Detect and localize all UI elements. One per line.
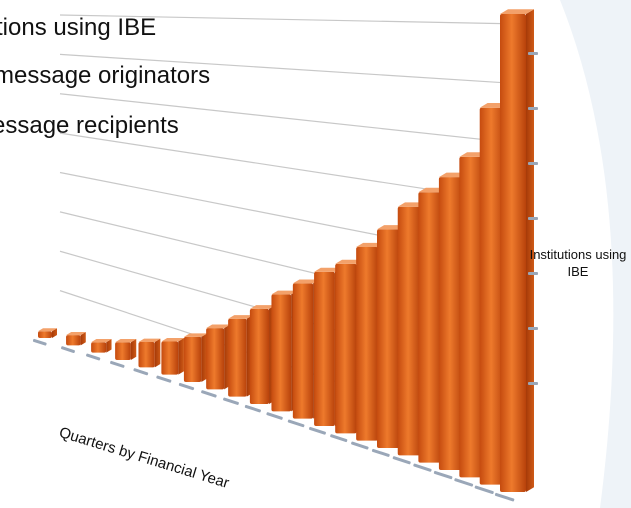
bar xyxy=(500,9,534,492)
gridline xyxy=(59,14,521,25)
bar xyxy=(206,324,231,390)
bar-front xyxy=(115,342,131,360)
x-tick-mark xyxy=(156,375,172,383)
bar xyxy=(161,338,184,375)
gridline xyxy=(59,93,521,145)
x-tick-mark xyxy=(351,441,369,450)
x-tick-mark xyxy=(474,485,494,495)
bar-front xyxy=(314,271,335,426)
bullet-recipients: essage recipients xyxy=(0,112,179,139)
y-tick-mark xyxy=(528,107,538,110)
bar-top xyxy=(292,279,320,284)
bar-top xyxy=(249,305,276,309)
bar-top xyxy=(271,290,298,295)
x-tick-mark xyxy=(133,368,149,376)
bar-top xyxy=(138,338,161,342)
bar-top xyxy=(91,339,112,343)
bullet-originators: message originators xyxy=(0,62,211,89)
bar-front xyxy=(138,341,155,368)
x-tick-mark xyxy=(494,492,515,502)
bar-front xyxy=(66,335,81,346)
bar-front xyxy=(377,229,400,448)
x-tick-mark xyxy=(32,338,47,346)
y-tick-mark xyxy=(528,217,538,220)
bar xyxy=(228,315,253,397)
bar-side xyxy=(80,331,86,346)
bar xyxy=(183,333,208,382)
bullet-institutions: tions using IBE xyxy=(0,14,157,41)
x-tick-mark xyxy=(178,382,195,391)
bar xyxy=(66,331,86,346)
bar xyxy=(115,338,137,360)
y-axis-label: Institutions using IBE xyxy=(529,247,627,279)
bar-front xyxy=(292,283,314,419)
bars xyxy=(38,9,534,492)
bar-front xyxy=(500,14,526,492)
x-tick-mark xyxy=(392,456,411,465)
bar-top xyxy=(183,333,208,337)
x-tick-mark xyxy=(454,478,474,487)
bar-top xyxy=(228,315,253,319)
y-tick-mark xyxy=(528,382,538,385)
bar-front xyxy=(397,206,421,456)
bar-front xyxy=(228,318,247,397)
x-ticks xyxy=(32,338,515,502)
bar-front xyxy=(335,263,357,434)
bar-front xyxy=(161,341,179,375)
y-ticks xyxy=(528,52,538,385)
x-tick-mark xyxy=(330,434,348,443)
bar-front xyxy=(271,294,292,412)
y-tick-mark xyxy=(528,327,538,330)
x-tick-mark xyxy=(287,419,305,428)
bar-side xyxy=(130,338,137,360)
y-tick-mark xyxy=(528,52,538,55)
y-tick-mark xyxy=(528,272,538,275)
x-tick-mark xyxy=(60,346,75,354)
x-tick-mark xyxy=(413,463,432,472)
bar xyxy=(138,338,161,368)
bar-top xyxy=(161,338,184,342)
bar xyxy=(91,339,112,353)
x-tick-mark xyxy=(201,390,217,398)
bar-top xyxy=(500,9,534,14)
corner-accent-shape xyxy=(560,0,631,508)
gridline xyxy=(59,53,521,85)
bar-side xyxy=(178,338,184,375)
bar-top xyxy=(38,328,57,332)
bar-front xyxy=(356,247,379,441)
bar-front xyxy=(479,107,506,485)
x-tick-mark xyxy=(371,448,390,457)
bar-front xyxy=(91,342,107,353)
bar-top xyxy=(206,324,231,329)
x-tick-mark xyxy=(223,397,239,405)
bar-front xyxy=(438,177,464,470)
bar-front xyxy=(38,331,52,338)
x-tick-mark xyxy=(308,426,326,435)
y-tick-mark xyxy=(528,162,538,165)
x-tick-mark xyxy=(110,360,125,368)
bar-top xyxy=(115,338,137,343)
bar xyxy=(38,328,57,338)
bar-side xyxy=(52,328,57,338)
x-tick-mark xyxy=(244,404,261,413)
bar-front xyxy=(418,192,443,463)
bar-side xyxy=(526,9,534,492)
bar-front xyxy=(183,336,202,382)
bar-front xyxy=(249,308,270,404)
bar-front xyxy=(206,328,225,390)
bar-top xyxy=(314,267,342,272)
bar-front xyxy=(459,156,485,478)
x-tick-mark xyxy=(433,470,453,480)
bar-side xyxy=(154,338,161,368)
x-tick-mark xyxy=(86,353,101,361)
x-tick-mark xyxy=(266,412,283,420)
bar-side xyxy=(201,333,208,382)
bar-side xyxy=(106,339,112,353)
bar-top xyxy=(66,331,86,336)
